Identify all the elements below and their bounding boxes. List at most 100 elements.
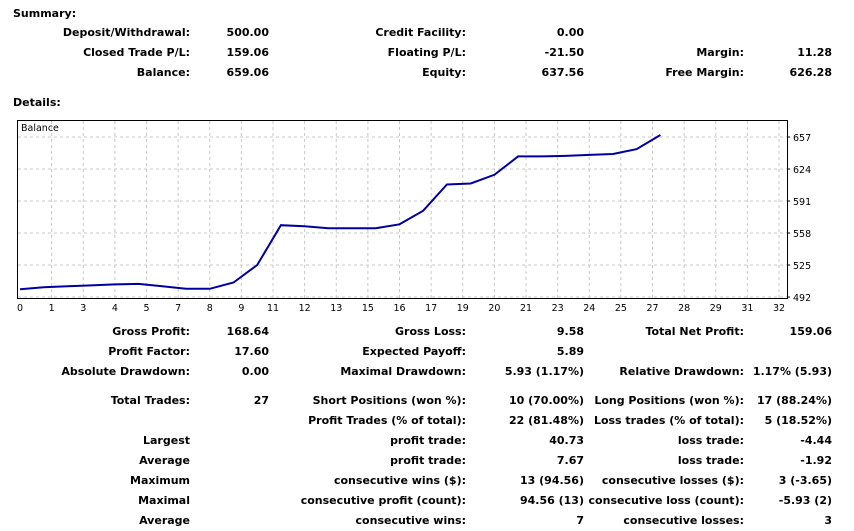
details-value: -4.44 — [800, 434, 832, 447]
details-label: consecutive wins ($): — [333, 474, 466, 487]
summary-value: 0.00 — [556, 26, 584, 39]
summary-value: 11.28 — [797, 46, 832, 59]
details-label: profit trade: — [390, 454, 466, 467]
details-value: 40.73 — [549, 434, 584, 447]
details-label: Average — [139, 514, 190, 527]
summary-label: Floating P/L: — [387, 46, 466, 59]
summary-value: 659.06 — [226, 66, 269, 79]
details-value: 5.93 (1.17%) — [504, 365, 584, 378]
x-tick-label: 17 — [425, 303, 437, 314]
x-tick-label: 20 — [488, 303, 500, 314]
x-tick-label: 31 — [741, 303, 753, 314]
details-value: -1.92 — [800, 454, 832, 467]
x-tick-label: 23 — [552, 303, 564, 314]
details-value: 5.89 — [556, 345, 584, 358]
details-label: Maximum — [130, 474, 190, 487]
details-label: Gross Loss: — [395, 325, 466, 338]
details-title: Details: — [13, 96, 61, 109]
details-label: consecutive losses: — [623, 514, 744, 527]
y-axis-ticks: 657 624 591 558 525 492 — [787, 133, 811, 304]
y-tick-label: 624 — [793, 165, 811, 176]
summary-value: -21.50 — [544, 46, 584, 59]
details-label: consecutive profit (count): — [300, 494, 466, 507]
details-label: Total Net Profit: — [645, 325, 745, 338]
details-value: 94.56 (13) — [520, 494, 584, 507]
details-value: 3 (-3.65) — [778, 474, 832, 487]
y-tick-label: 492 — [793, 293, 811, 304]
details-value: 168.64 — [226, 325, 269, 338]
x-tick-label: 7 — [175, 303, 181, 314]
summary-label: Deposit/Withdrawal: — [62, 26, 190, 39]
details-label: Profit Factor: — [108, 345, 190, 358]
x-tick-label: 4 — [112, 303, 118, 314]
details-label: consecutive losses ($): — [601, 474, 744, 487]
details-value: 3 — [824, 514, 832, 527]
details-label: Average — [139, 454, 190, 467]
details-value: 1.17% (5.93) — [752, 365, 832, 378]
details-value: 10 (70.00%) — [508, 394, 584, 407]
x-tick-label: 16 — [393, 303, 405, 314]
x-tick-label: 8 — [207, 303, 213, 314]
summary-label: Free Margin: — [665, 66, 744, 79]
details-label: Short Positions (won %): — [312, 394, 466, 407]
details-label: Largest — [143, 434, 190, 447]
x-tick-label: 28 — [678, 303, 690, 314]
x-tick-label: 5 — [143, 303, 149, 314]
x-tick-label: 21 — [520, 303, 532, 314]
summary-title: Summary: — [13, 7, 77, 20]
x-tick-label: 32 — [773, 303, 785, 314]
y-tick-label: 591 — [793, 197, 811, 208]
details-label: consecutive loss (count): — [588, 494, 744, 507]
details-value: 17.60 — [234, 345, 269, 358]
details-value: 17 (88.24%) — [756, 394, 832, 407]
x-tick-label: 13 — [330, 303, 342, 314]
chart-plot-area — [17, 120, 788, 299]
summary-label: Credit Facility: — [375, 26, 466, 39]
details-label: Loss trades (% of total): — [593, 414, 744, 427]
chart-grid — [18, 121, 787, 298]
details-value: 7 — [576, 514, 584, 527]
details-label: Total Trades: — [110, 394, 190, 407]
summary-label: Margin: — [696, 46, 744, 59]
x-tick-label: 19 — [457, 303, 469, 314]
details-label: Long Positions (won %): — [594, 394, 744, 407]
details-label: Relative Drawdown: — [619, 365, 744, 378]
x-tick-label: 29 — [710, 303, 722, 314]
details-label: Absolute Drawdown: — [61, 365, 190, 378]
x-tick-label: 3 — [80, 303, 86, 314]
details-value: 5 (18.52%) — [764, 414, 832, 427]
summary-value: 637.56 — [541, 66, 584, 79]
balance-chart: 0 1 3 4 5 7 8 9 11 12 13 15 16 17 19 20 21 23 24 25 27 28 29 31… — [17, 120, 811, 314]
y-tick-label: 657 — [793, 133, 811, 144]
summary-label: Closed Trade P/L: — [83, 46, 190, 59]
details-label: Maximal Drawdown: — [340, 365, 466, 378]
x-tick-label: 25 — [615, 303, 627, 314]
details-label: loss trade: — [677, 454, 744, 467]
details-label: Expected Payoff: — [362, 345, 466, 358]
details-value: -5.93 (2) — [778, 494, 832, 507]
details-value: 159.06 — [789, 325, 832, 338]
details-value: 22 (81.48%) — [508, 414, 584, 427]
chart-title: Balance — [21, 123, 59, 134]
details-value: 27 — [253, 394, 269, 407]
details-label: loss trade: — [677, 434, 744, 447]
y-tick-label: 558 — [793, 229, 811, 240]
details-label: profit trade: — [390, 434, 466, 447]
summary-value: 159.06 — [226, 46, 269, 59]
summary-value: 626.28 — [789, 66, 832, 79]
x-tick-label: 1 — [49, 303, 55, 314]
summary-label: Balance: — [136, 66, 190, 79]
x-axis-ticks: 0 1 3 4 5 7 8 9 11 12 13 15 16 17 19 20 21 23 24 25 27 28 29 31… — [17, 303, 785, 314]
x-tick-label: 0 — [17, 303, 23, 314]
summary-label: Equity: — [422, 66, 466, 79]
details-label: consecutive wins: — [355, 514, 466, 527]
details-label: Maximal — [138, 494, 190, 507]
details-value: 9.58 — [556, 325, 584, 338]
summary-value: 500.00 — [226, 26, 269, 39]
x-tick-label: 27 — [646, 303, 658, 314]
details-label: Profit Trades (% of total): — [308, 414, 466, 427]
details-label: Gross Profit: — [112, 325, 190, 338]
y-tick-label: 525 — [793, 261, 811, 272]
x-tick-label: 24 — [583, 303, 595, 314]
details-value: 13 (94.56) — [520, 474, 584, 487]
